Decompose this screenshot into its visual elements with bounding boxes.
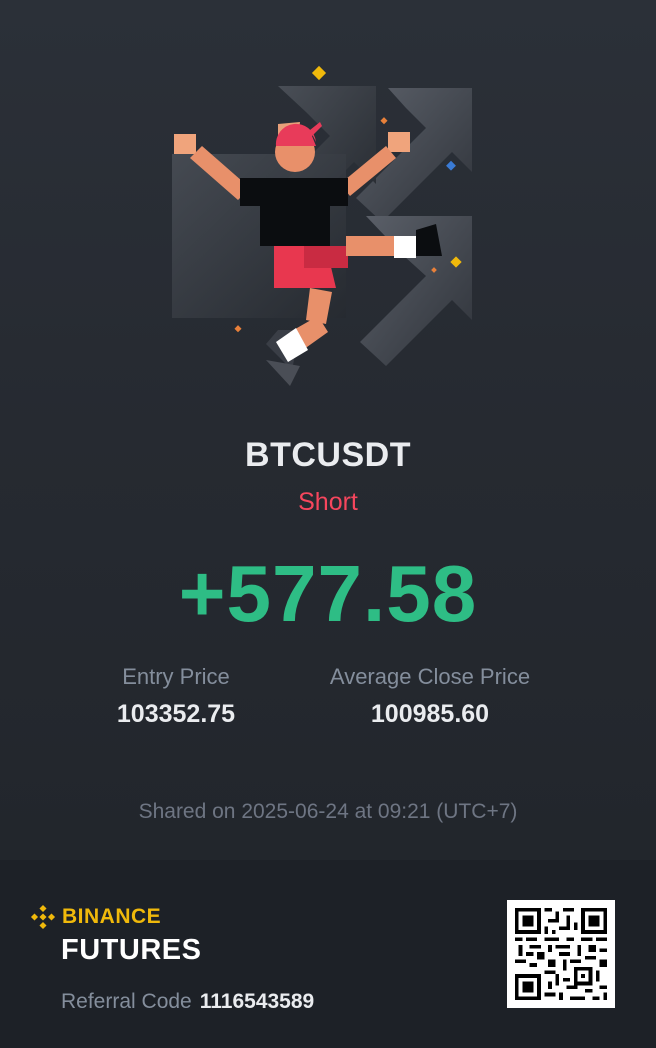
close-price-block: Average Close Price 100985.60	[300, 664, 560, 729]
qr-code[interactable]	[507, 900, 615, 1008]
pnl-share-card: BTCUSDT Short +577.58 Entry Price 103352…	[0, 0, 656, 860]
brand-name: BINANCE	[62, 905, 162, 928]
referral: Referral Code 1116543589	[61, 990, 314, 1014]
celebration-illustration	[150, 60, 490, 400]
brand-logo: BINANCE	[30, 904, 161, 930]
qr-code-icon	[515, 908, 607, 1000]
product-name: FUTURES	[61, 934, 202, 966]
binance-logo-icon	[30, 904, 56, 930]
entry-price-label: Entry Price	[122, 664, 230, 689]
referral-label: Referral Code	[61, 990, 192, 1013]
close-price-label: Average Close Price	[329, 664, 531, 689]
entry-price-value: 103352.75	[116, 700, 236, 728]
shared-timestamp: Shared on 2025-06-24 at 09:21 (UTC+7)	[138, 800, 518, 823]
footer: BINANCE FUTURES Referral Code 1116543589	[0, 860, 656, 1048]
entry-price-block: Entry Price 103352.75	[76, 664, 276, 729]
referral-code: 1116543589	[199, 990, 315, 1013]
close-price-value: 100985.60	[370, 700, 490, 728]
contract-symbol: BTCUSDT	[245, 436, 411, 474]
pnl-value: +577.58	[178, 549, 478, 638]
position-side: Short	[298, 488, 358, 516]
